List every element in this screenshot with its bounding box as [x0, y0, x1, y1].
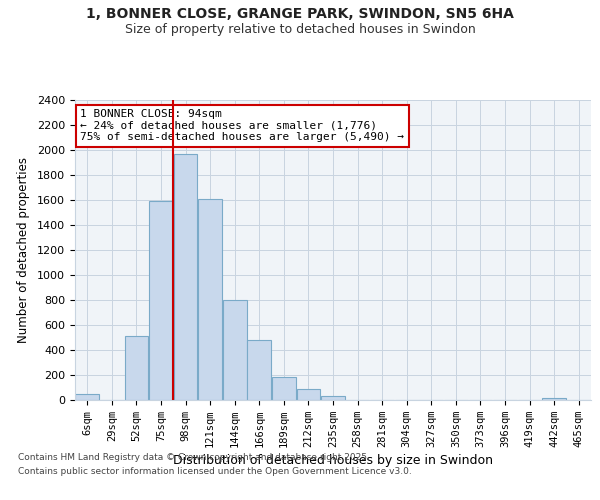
Y-axis label: Number of detached properties: Number of detached properties [17, 157, 30, 343]
Bar [173, 154, 197, 400]
Bar [198, 198, 222, 400]
Bar [247, 340, 271, 400]
Bar [321, 396, 345, 400]
Bar [296, 389, 320, 400]
Text: Contains public sector information licensed under the Open Government Licence v3: Contains public sector information licen… [18, 468, 412, 476]
X-axis label: Distribution of detached houses by size in Swindon: Distribution of detached houses by size … [173, 454, 493, 467]
Bar [542, 398, 566, 400]
Bar [223, 300, 247, 400]
Text: Size of property relative to detached houses in Swindon: Size of property relative to detached ho… [125, 22, 475, 36]
Bar [149, 201, 173, 400]
Bar [272, 377, 296, 400]
Bar [125, 336, 148, 400]
Text: Contains HM Land Registry data © Crown copyright and database right 2025.: Contains HM Land Registry data © Crown c… [18, 452, 370, 462]
Text: 1, BONNER CLOSE, GRANGE PARK, SWINDON, SN5 6HA: 1, BONNER CLOSE, GRANGE PARK, SWINDON, S… [86, 8, 514, 22]
Text: 1 BONNER CLOSE: 94sqm
← 24% of detached houses are smaller (1,776)
75% of semi-d: 1 BONNER CLOSE: 94sqm ← 24% of detached … [80, 109, 404, 142]
Bar [76, 394, 99, 400]
